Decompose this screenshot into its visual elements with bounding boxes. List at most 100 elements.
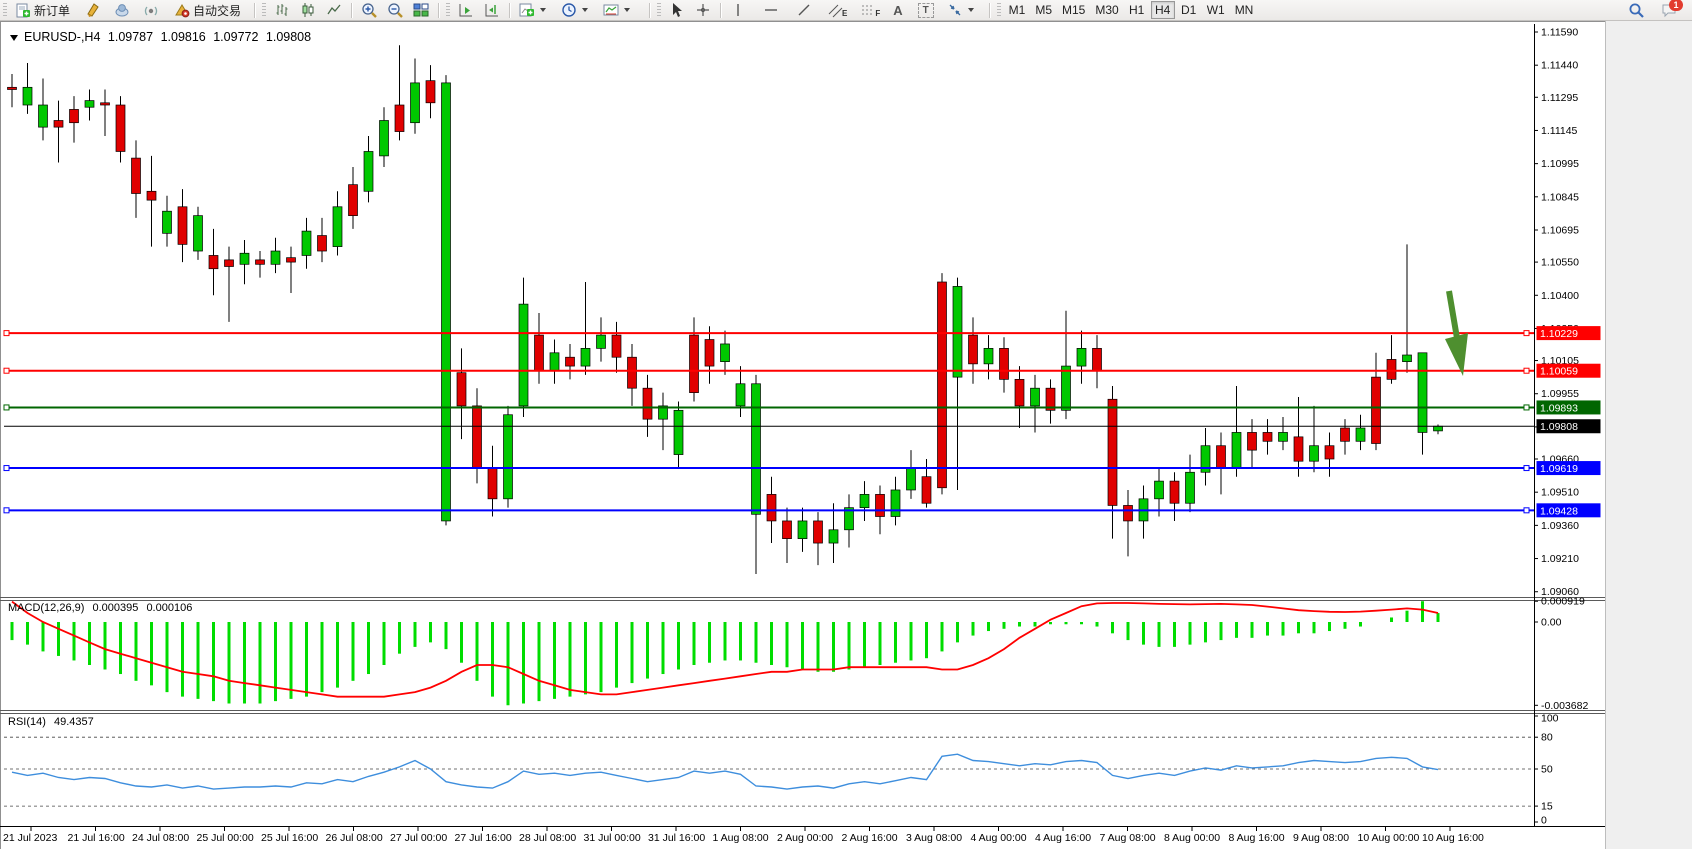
- rsi-level-label: 15: [1541, 801, 1553, 813]
- fibonacci-button[interactable]: F: [856, 1, 884, 19]
- chart-shift-button[interactable]: [480, 1, 504, 19]
- macd-axis-label: 0.00: [1541, 617, 1562, 629]
- text-button[interactable]: A: [889, 1, 906, 19]
- timeframe-H4[interactable]: H4: [1150, 1, 1175, 19]
- fibonacci-icon: [860, 2, 876, 18]
- equidistant-channel-icon: [827, 2, 843, 18]
- time-tick-label: 24 Jul 08:00: [132, 832, 189, 844]
- time-tick-label: 1 Aug 08:00: [713, 832, 769, 844]
- metaeditor-button[interactable]: [110, 1, 134, 19]
- price-tick-label: 1.09060: [1541, 586, 1579, 598]
- rsi-level-label: 100: [1541, 713, 1559, 725]
- annotation-arrow[interactable]: [1445, 290, 1468, 376]
- hline-1.10059[interactable]: [3, 363, 1601, 378]
- toolbar-separator: [351, 2, 353, 18]
- timeframe-M15[interactable]: M15: [1058, 1, 1089, 19]
- zoom-in-icon: [361, 2, 377, 18]
- styles-icon: [85, 2, 101, 18]
- hline-price-label: 1.09808: [1540, 421, 1578, 433]
- dropdown-caret-icon: [582, 8, 589, 12]
- timeframe-W1[interactable]: W1: [1203, 1, 1229, 19]
- price-tick-label: 1.11590: [1541, 27, 1578, 39]
- label-button[interactable]: T: [914, 1, 938, 19]
- timeframe-H1[interactable]: H1: [1125, 1, 1149, 19]
- auto-scroll-icon: [458, 2, 474, 18]
- ohlc-low: 1.09772: [213, 30, 259, 44]
- time-tick-label: 3 Aug 08:00: [906, 832, 962, 844]
- price-tick-label: 1.10845: [1541, 191, 1579, 203]
- cursor-button[interactable]: [665, 1, 689, 19]
- time-tick-label: 2 Aug 00:00: [777, 832, 833, 844]
- macd-main-value: 0.000395: [92, 602, 139, 614]
- tile-windows-button[interactable]: [409, 1, 433, 19]
- chart-canvas[interactable]: 1.11590 1.11440 1.11295 1.11145 1.10995 1.108…: [0, 20, 1692, 849]
- templates-button[interactable]: [599, 1, 634, 19]
- indicators-icon: [519, 2, 535, 18]
- timeframe-MN[interactable]: MN: [1231, 1, 1258, 19]
- auto-scroll-button[interactable]: [454, 1, 478, 19]
- trendline-icon: [796, 2, 812, 18]
- macd-name: MACD(12,26,9): [8, 602, 85, 614]
- chart-menu-arrow-icon: [10, 34, 18, 41]
- time-tick-label: 4 Aug 00:00: [971, 832, 1027, 844]
- timeframe-M1[interactable]: M1: [1005, 1, 1030, 19]
- signals-button[interactable]: [139, 1, 163, 19]
- vertical-line-button[interactable]: [726, 1, 750, 19]
- hline-1.09893[interactable]: [3, 400, 1601, 415]
- trendline-button[interactable]: [792, 1, 816, 19]
- hline-1.09428[interactable]: [3, 503, 1601, 518]
- indicators-button[interactable]: [515, 1, 550, 19]
- time-tick-label: 2 Aug 16:00: [842, 832, 898, 844]
- notifications-button[interactable]: 1: [1657, 0, 1683, 19]
- toolbar-grip: [657, 3, 662, 17]
- notification-badge: 1: [1669, 0, 1683, 11]
- toolbar-separator: [509, 2, 511, 18]
- price-tick-label: 1.11440: [1541, 60, 1578, 72]
- vertical-line-icon: [730, 2, 746, 18]
- macd-axis-label: -0.003682: [1541, 700, 1588, 712]
- periods-button[interactable]: [557, 1, 592, 19]
- chart-shift-icon: [484, 2, 500, 18]
- equidistant-channel-button[interactable]: E: [823, 1, 851, 19]
- new-order-button[interactable]: 新订单: [11, 1, 74, 19]
- time-tick-label: 31 Jul 00:00: [584, 832, 641, 844]
- price-tick-label: 1.10995: [1541, 158, 1579, 170]
- time-tick-label: 10 Aug 00:00: [1358, 832, 1420, 844]
- timeframe-M5[interactable]: M5: [1031, 1, 1056, 19]
- signals-icon: [143, 2, 159, 18]
- arrows-icon: [947, 2, 963, 18]
- timeframe-D1[interactable]: D1: [1177, 1, 1201, 19]
- crosshair-button[interactable]: [691, 1, 715, 19]
- time-tick-label: 21 Jul 2023: [3, 832, 57, 844]
- time-tick-label: 10 Aug 16:00: [1422, 832, 1484, 844]
- time-tick-label: 4 Aug 16:00: [1035, 832, 1091, 844]
- styles-button[interactable]: [81, 1, 105, 19]
- line-chart-button[interactable]: [322, 1, 346, 19]
- bar-chart-button[interactable]: [270, 1, 294, 19]
- auto-trading-button[interactable]: 自动交易: [170, 1, 245, 19]
- hline-1.09619[interactable]: [3, 461, 1601, 476]
- dropdown-caret-icon: [540, 8, 547, 12]
- time-tick-label: 31 Jul 16:00: [648, 832, 705, 844]
- chart-header: EURUSD-,H4 1.09787 1.09816 1.09772 1.098…: [10, 30, 315, 44]
- search-button[interactable]: [1624, 1, 1648, 19]
- price-axis: [1534, 31, 1538, 593]
- toolbar-separator: [649, 2, 651, 18]
- periods-icon: [561, 2, 577, 18]
- timeframe-M30[interactable]: M30: [1091, 1, 1122, 19]
- candlestick-chart-button[interactable]: [296, 1, 320, 19]
- label-icon: T: [917, 2, 934, 18]
- timeframe-group: M1 M5 M15 M30 H1 H4 D1 W1 MN: [1004, 1, 1259, 19]
- time-tick-label: 28 Jul 08:00: [519, 832, 576, 844]
- horizontal-line-button[interactable]: [759, 1, 783, 19]
- hline-1.09808[interactable]: [4, 419, 1601, 434]
- zoom-out-button[interactable]: [383, 1, 407, 19]
- macd-signal-value: 0.000106: [146, 602, 193, 614]
- toolbar-separator: [254, 2, 256, 18]
- toolbar-separator: [720, 2, 722, 18]
- zoom-in-button[interactable]: [357, 1, 381, 19]
- templates-icon: [603, 2, 619, 18]
- hline-1.10229[interactable]: [3, 326, 1601, 341]
- arrows-button[interactable]: [943, 1, 978, 19]
